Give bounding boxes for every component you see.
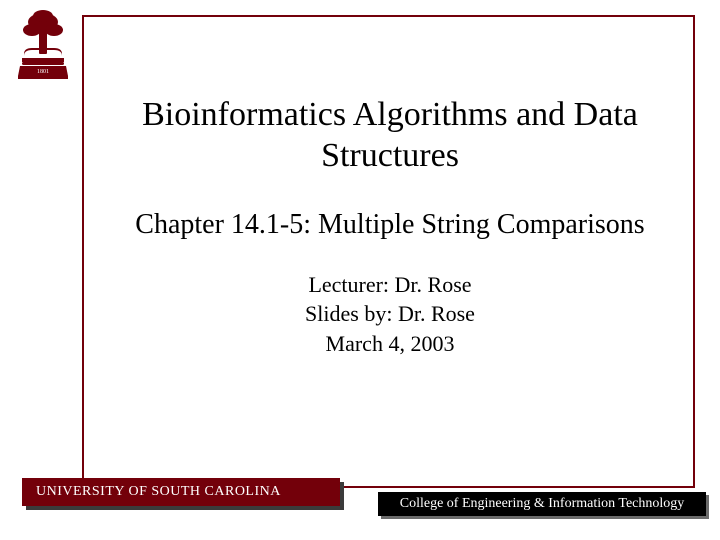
slides-by-line: Slides by: Dr. Rose — [100, 299, 680, 329]
slide-content: Bioinformatics Algorithms and Data Struc… — [100, 95, 680, 359]
date-line: March 4, 2003 — [100, 329, 680, 359]
footer-bar-left-label: UNIVERSITY OF SOUTH CAROLINA — [22, 478, 340, 506]
footer-bar-left: UNIVERSITY OF SOUTH CAROLINA — [22, 478, 340, 506]
university-logo: 1801 — [14, 8, 72, 80]
lecturer-line: Lecturer: Dr. Rose — [100, 270, 680, 300]
slide-subtitle: Chapter 14.1-5: Multiple String Comparis… — [100, 207, 680, 242]
footer-bar-right: College of Engineering & Information Tec… — [378, 492, 706, 516]
logo-year: 1801 — [37, 69, 49, 75]
slide-title: Bioinformatics Algorithms and Data Struc… — [100, 95, 680, 177]
footer-bar-right-label: College of Engineering & Information Tec… — [378, 492, 706, 516]
